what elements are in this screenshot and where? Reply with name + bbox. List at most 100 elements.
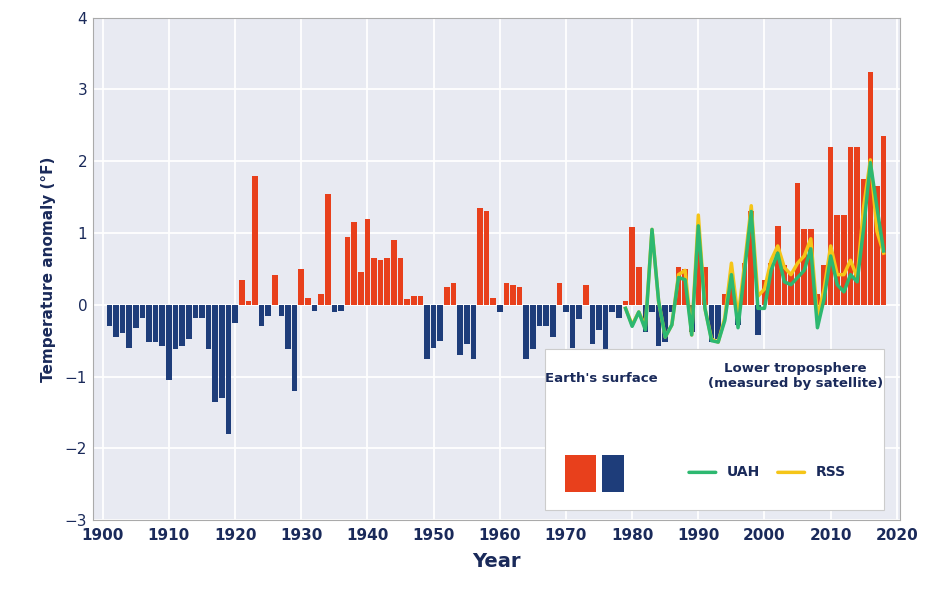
Bar bbox=[523, 305, 528, 359]
X-axis label: Year: Year bbox=[472, 552, 520, 571]
Bar bbox=[298, 269, 304, 305]
Bar bbox=[377, 260, 383, 305]
Bar bbox=[139, 305, 146, 318]
Bar bbox=[185, 305, 191, 339]
Bar bbox=[371, 258, 376, 305]
Bar bbox=[232, 305, 237, 323]
Bar bbox=[404, 299, 410, 305]
Bar bbox=[854, 147, 859, 305]
Bar bbox=[774, 226, 780, 305]
Bar bbox=[364, 219, 370, 305]
Bar bbox=[510, 285, 515, 305]
Bar bbox=[529, 305, 535, 349]
Bar bbox=[199, 305, 205, 318]
Bar bbox=[193, 305, 198, 318]
Bar bbox=[265, 305, 271, 316]
Bar bbox=[291, 305, 298, 391]
Bar bbox=[748, 212, 754, 305]
Bar bbox=[827, 147, 832, 305]
Bar bbox=[662, 305, 667, 342]
Bar bbox=[489, 298, 495, 305]
Bar bbox=[576, 305, 581, 319]
Bar bbox=[807, 229, 813, 305]
Bar bbox=[212, 305, 218, 402]
Y-axis label: Temperature anomaly (°F): Temperature anomaly (°F) bbox=[42, 156, 57, 382]
Bar bbox=[159, 305, 165, 346]
Bar bbox=[781, 265, 786, 305]
Bar bbox=[424, 305, 429, 359]
Bar bbox=[596, 305, 602, 330]
Bar bbox=[833, 215, 839, 305]
Bar bbox=[133, 305, 138, 328]
Bar bbox=[542, 305, 549, 326]
Bar bbox=[437, 305, 442, 340]
Bar bbox=[675, 268, 680, 305]
Bar bbox=[563, 305, 568, 312]
Bar bbox=[550, 305, 555, 337]
Bar bbox=[430, 305, 436, 348]
Bar bbox=[616, 305, 621, 318]
Bar bbox=[814, 294, 819, 305]
Bar bbox=[668, 305, 674, 312]
Bar bbox=[708, 305, 714, 342]
Bar bbox=[464, 305, 469, 344]
Bar bbox=[225, 305, 231, 434]
Bar bbox=[285, 305, 290, 349]
Bar bbox=[503, 283, 509, 305]
FancyBboxPatch shape bbox=[565, 455, 595, 492]
Bar bbox=[113, 305, 119, 337]
Bar bbox=[734, 305, 740, 325]
Bar bbox=[649, 305, 654, 312]
Bar bbox=[846, 147, 853, 305]
Bar bbox=[603, 305, 608, 352]
Bar bbox=[390, 240, 396, 305]
Bar bbox=[497, 305, 502, 312]
Bar bbox=[629, 228, 634, 305]
Bar bbox=[457, 305, 463, 355]
Bar bbox=[351, 222, 357, 305]
Text: UAH: UAH bbox=[726, 465, 759, 479]
Bar bbox=[688, 305, 693, 332]
Bar bbox=[153, 305, 159, 342]
Bar bbox=[470, 305, 476, 359]
Bar bbox=[120, 305, 125, 333]
Bar bbox=[569, 305, 575, 348]
Bar bbox=[820, 265, 826, 305]
Bar bbox=[728, 270, 733, 305]
Bar bbox=[860, 179, 866, 305]
Bar bbox=[755, 305, 760, 335]
Bar bbox=[172, 305, 178, 349]
Bar bbox=[337, 305, 343, 310]
Bar bbox=[694, 229, 701, 305]
Bar bbox=[358, 272, 363, 305]
Bar bbox=[331, 305, 337, 312]
Bar bbox=[443, 287, 450, 305]
Bar bbox=[179, 305, 184, 346]
Bar bbox=[702, 268, 707, 305]
Bar bbox=[324, 194, 330, 305]
Bar bbox=[787, 272, 793, 305]
FancyBboxPatch shape bbox=[602, 455, 623, 492]
Bar bbox=[516, 287, 522, 305]
Bar bbox=[609, 305, 615, 312]
Text: Lower troposphere
(measured by satellite): Lower troposphere (measured by satellite… bbox=[707, 362, 882, 390]
Bar bbox=[761, 280, 767, 305]
Bar bbox=[318, 294, 324, 305]
FancyBboxPatch shape bbox=[544, 349, 883, 510]
Bar bbox=[278, 305, 284, 316]
Bar bbox=[252, 176, 258, 305]
Bar bbox=[417, 296, 423, 305]
Bar bbox=[305, 298, 311, 305]
Bar bbox=[867, 72, 872, 305]
Bar bbox=[345, 236, 350, 305]
Bar bbox=[166, 305, 171, 380]
Bar bbox=[715, 305, 720, 339]
Bar bbox=[721, 294, 727, 305]
Bar bbox=[219, 305, 224, 398]
Bar bbox=[880, 136, 885, 305]
Bar bbox=[635, 268, 641, 305]
Bar bbox=[206, 305, 211, 349]
Bar bbox=[107, 305, 112, 326]
Bar bbox=[476, 208, 482, 305]
Bar bbox=[398, 258, 403, 305]
